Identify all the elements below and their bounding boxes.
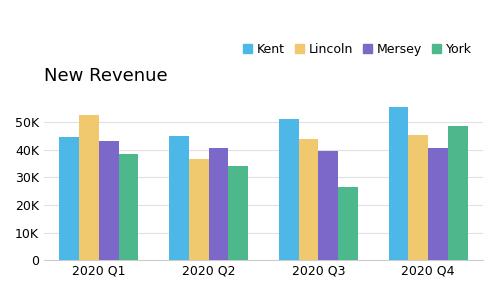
Bar (189, 159, 209, 260)
Bar (209, 148, 229, 260)
Bar (99, 142, 119, 260)
Bar (318, 151, 338, 260)
Bar (338, 187, 358, 260)
Bar (299, 139, 318, 260)
Bar (169, 137, 189, 260)
Text: New Revenue: New Revenue (44, 67, 168, 85)
Legend: Kent, Lincoln, Mersey, York: Kent, Lincoln, Mersey, York (238, 38, 477, 61)
Bar (408, 134, 428, 260)
Bar (388, 107, 408, 260)
Bar (119, 154, 138, 260)
Bar (59, 137, 79, 260)
Bar (279, 119, 299, 260)
Bar (428, 148, 448, 260)
Bar (79, 115, 99, 260)
Bar (229, 166, 248, 260)
Bar (448, 126, 468, 260)
